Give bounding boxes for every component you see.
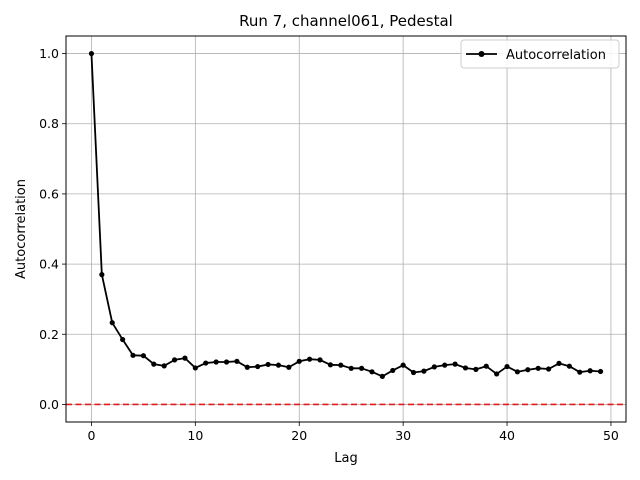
data-point	[358, 365, 365, 371]
data-point	[379, 373, 385, 379]
data-point	[244, 364, 250, 370]
data-point	[421, 368, 427, 374]
grid-lines	[66, 36, 626, 422]
data-point	[400, 362, 406, 368]
y-tick-label: 0.4	[39, 257, 59, 272]
data-point	[535, 365, 541, 371]
data-point	[514, 369, 521, 375]
legend-label: Autocorrelation	[506, 48, 606, 63]
x-tick-label: 50	[603, 428, 619, 443]
data-point	[171, 357, 178, 363]
y-tick-label: 1.0	[39, 46, 59, 61]
data-point	[442, 362, 448, 368]
y-axis-label: Autocorrelation	[14, 179, 29, 279]
legend: Autocorrelation	[460, 39, 620, 69]
data-point	[182, 355, 188, 361]
data-point	[462, 365, 469, 371]
data-point	[296, 358, 302, 364]
data-point	[327, 362, 334, 368]
data-point	[234, 358, 240, 364]
data-point	[203, 360, 209, 366]
data-point	[587, 368, 593, 374]
data-point	[348, 365, 354, 371]
x-tick-label: 30	[395, 428, 411, 443]
data-point	[577, 369, 583, 375]
y-axis-ticks: 0.0 0.2 0.4 0.6 0.8 1.0	[39, 46, 66, 412]
data-point	[369, 369, 375, 375]
data-point	[494, 371, 500, 377]
data-point	[431, 364, 437, 370]
x-axis-ticks: 0 10 20 30 40 50	[87, 422, 619, 443]
x-tick-label: 20	[291, 428, 307, 443]
data-point	[275, 362, 282, 368]
legend-marker-swatch	[478, 51, 485, 57]
y-tick-label: 0.2	[39, 327, 59, 342]
data-point	[504, 363, 510, 370]
y-tick-label: 0.0	[39, 397, 59, 412]
data-point	[597, 368, 604, 375]
data-point	[140, 353, 147, 359]
x-tick-label: 10	[187, 428, 203, 443]
data-point	[483, 363, 489, 369]
data-point	[566, 363, 572, 369]
data-point	[88, 50, 95, 57]
data-point	[161, 363, 167, 369]
data-point	[213, 359, 219, 365]
data-point	[317, 357, 323, 363]
data-point	[130, 352, 136, 358]
data-point	[223, 359, 230, 365]
x-tick-label: 40	[499, 428, 515, 443]
data-point	[545, 366, 552, 372]
data-point	[151, 361, 157, 367]
data-point	[265, 361, 271, 368]
data-point	[109, 320, 115, 326]
data-point	[192, 365, 198, 371]
y-tick-label: 0.6	[39, 186, 59, 201]
data-point	[473, 366, 479, 372]
y-tick-label: 0.8	[39, 116, 59, 131]
data-point	[452, 361, 458, 367]
data-point	[255, 363, 261, 370]
x-axis-label: Lag	[334, 451, 357, 466]
chart-title: Run 7, channel061, Pedestal	[239, 12, 453, 30]
data-point	[556, 360, 562, 366]
legend-box	[460, 39, 620, 69]
data-point	[99, 272, 105, 278]
data-point	[410, 369, 417, 376]
plot-frame	[65, 35, 627, 423]
data-point	[286, 364, 292, 370]
data-point	[120, 336, 126, 343]
x-tick-label: 0	[87, 428, 95, 443]
data-point	[307, 356, 313, 362]
data-point	[390, 367, 396, 374]
data-point	[525, 367, 531, 373]
data-point	[338, 362, 344, 368]
series-layer	[88, 50, 604, 379]
